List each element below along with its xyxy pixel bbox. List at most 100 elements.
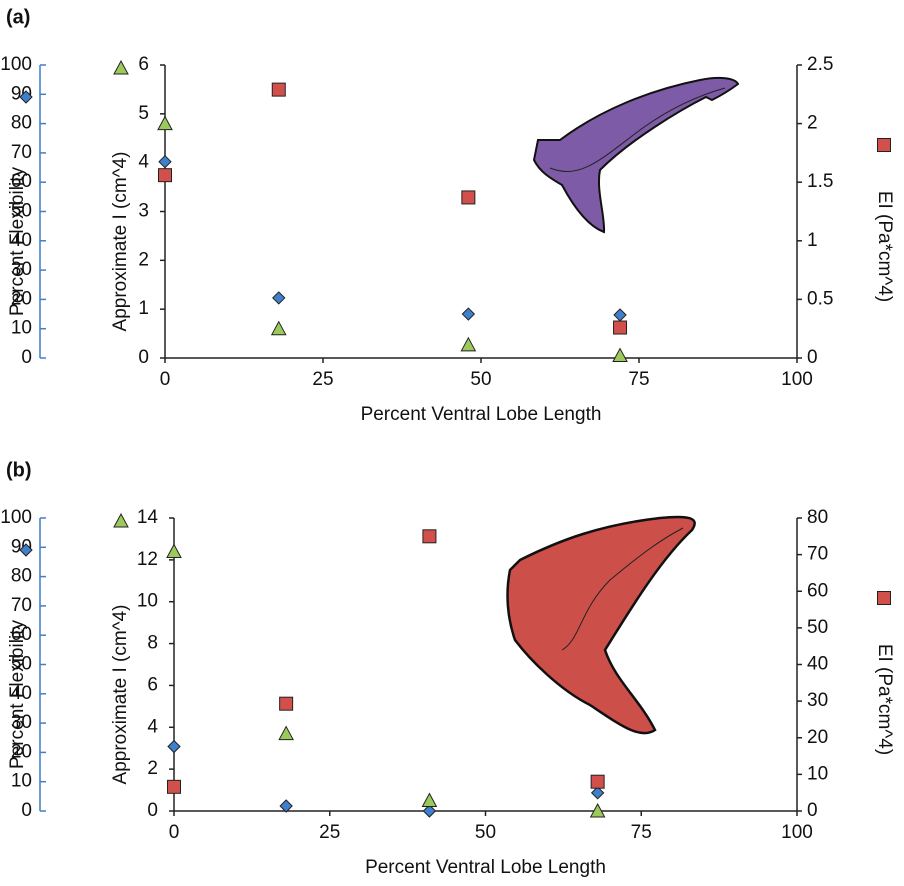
y2-tick-label: 10	[137, 591, 158, 612]
y-tick-label: 20	[11, 288, 32, 309]
y2-tick-label: 12	[137, 549, 158, 570]
x-tick-label: 75	[631, 822, 652, 843]
fin-b	[506, 515, 696, 735]
y-tick-label: 10	[11, 771, 32, 792]
point	[270, 320, 287, 336]
point	[613, 320, 628, 335]
y3-tick-label: 50	[807, 617, 828, 638]
x-tick-label: 25	[312, 369, 333, 390]
point	[167, 779, 181, 794]
panel-label: (a)	[6, 6, 30, 28]
y-tick-label: 70	[11, 595, 32, 616]
point	[166, 543, 182, 558]
legend-marker	[113, 59, 129, 75]
y2-tick-label: 0	[147, 800, 158, 821]
point	[271, 82, 286, 97]
legend-marker	[19, 543, 33, 557]
x-tick-label: 0	[169, 822, 180, 843]
y3-axis-title: EI (Pa*cm^4)	[874, 644, 895, 755]
y2-tick-label: 4	[147, 716, 158, 737]
y-tick-label: 30	[11, 712, 32, 733]
y2-tick-label: 2	[138, 249, 149, 270]
point	[422, 804, 437, 818]
y3-tick-label: 80	[807, 507, 828, 528]
point	[158, 154, 172, 169]
point	[589, 802, 606, 818]
y3-tick-label: 0.5	[807, 288, 833, 309]
panel-label: (b)	[6, 459, 32, 481]
point	[590, 786, 605, 800]
y2-axis-title: Approximate I (cm^4)	[110, 605, 131, 785]
x-tick-label: 75	[628, 369, 649, 390]
y3-tick-label: 2	[807, 113, 818, 134]
point	[461, 190, 476, 205]
y-tick-label: 80	[11, 113, 32, 134]
y-tick-label: 40	[11, 683, 32, 704]
y3-tick-label: 30	[807, 690, 828, 711]
point	[612, 347, 628, 363]
point	[613, 308, 627, 322]
y-axis-title: Percent Flexibility	[7, 167, 28, 316]
y3-tick-label: 0	[807, 347, 818, 368]
y2-tick-label: 6	[147, 674, 158, 695]
y-tick-label: 60	[11, 171, 32, 192]
y-tick-label: 20	[11, 741, 32, 762]
x-axis-title: Percent Ventral Lobe Length	[361, 404, 602, 425]
y2-axis-title: Approximate I (cm^4)	[110, 152, 131, 332]
y3-tick-label: 40	[807, 654, 828, 675]
point	[422, 529, 437, 544]
y-tick-label: 10	[11, 318, 32, 339]
point	[157, 115, 173, 131]
y-tick-label: 100	[0, 507, 32, 528]
y-tick-label: 60	[11, 624, 32, 645]
x-tick-label: 25	[319, 822, 340, 843]
y3-tick-label: 70	[807, 544, 828, 565]
legend-marker	[877, 138, 891, 152]
y-tick-label: 30	[11, 259, 32, 280]
legend-marker	[877, 591, 891, 605]
y2-tick-label: 4	[138, 152, 149, 173]
y2-tick-label: 0	[138, 347, 149, 368]
legend-marker	[19, 90, 33, 104]
y3-axis-title: EI (Pa*cm^4)	[874, 191, 895, 302]
point	[461, 307, 476, 321]
point	[279, 696, 294, 711]
y3-tick-label: 1.5	[807, 171, 833, 192]
y-tick-label: 100	[0, 54, 32, 75]
point	[421, 792, 438, 808]
point	[278, 725, 294, 741]
y-tick-label: 80	[11, 566, 32, 587]
y-tick-label: 0	[21, 347, 32, 368]
y-axis-title: Percent Flexibility	[7, 620, 28, 769]
x-tick-label: 100	[781, 369, 813, 390]
y2-tick-label: 8	[147, 633, 158, 654]
y3-tick-label: 2.5	[807, 54, 833, 75]
fin-a	[532, 76, 740, 234]
point	[167, 739, 181, 754]
point	[590, 774, 605, 789]
y2-tick-label: 6	[138, 54, 149, 75]
y-tick-label: 0	[21, 800, 32, 821]
y-tick-label: 40	[11, 230, 32, 251]
y-tick-label: 50	[11, 201, 32, 222]
point	[158, 168, 172, 183]
x-tick-label: 50	[470, 369, 491, 390]
legend-marker	[113, 512, 129, 528]
x-tick-label: 50	[475, 822, 496, 843]
y-tick-label: 70	[11, 142, 32, 163]
y3-tick-label: 10	[807, 763, 828, 784]
y3-tick-label: 0	[807, 800, 818, 821]
point	[460, 336, 477, 352]
y2-tick-label: 1	[138, 298, 149, 319]
y2-tick-label: 3	[138, 201, 149, 222]
y3-tick-label: 1	[807, 230, 818, 251]
point	[272, 291, 286, 305]
y-tick-label: 50	[11, 654, 32, 675]
x-tick-label: 0	[160, 369, 171, 390]
point	[279, 799, 293, 813]
x-tick-label: 100	[781, 822, 813, 843]
y2-tick-label: 14	[137, 507, 159, 528]
y2-tick-label: 5	[138, 103, 149, 124]
